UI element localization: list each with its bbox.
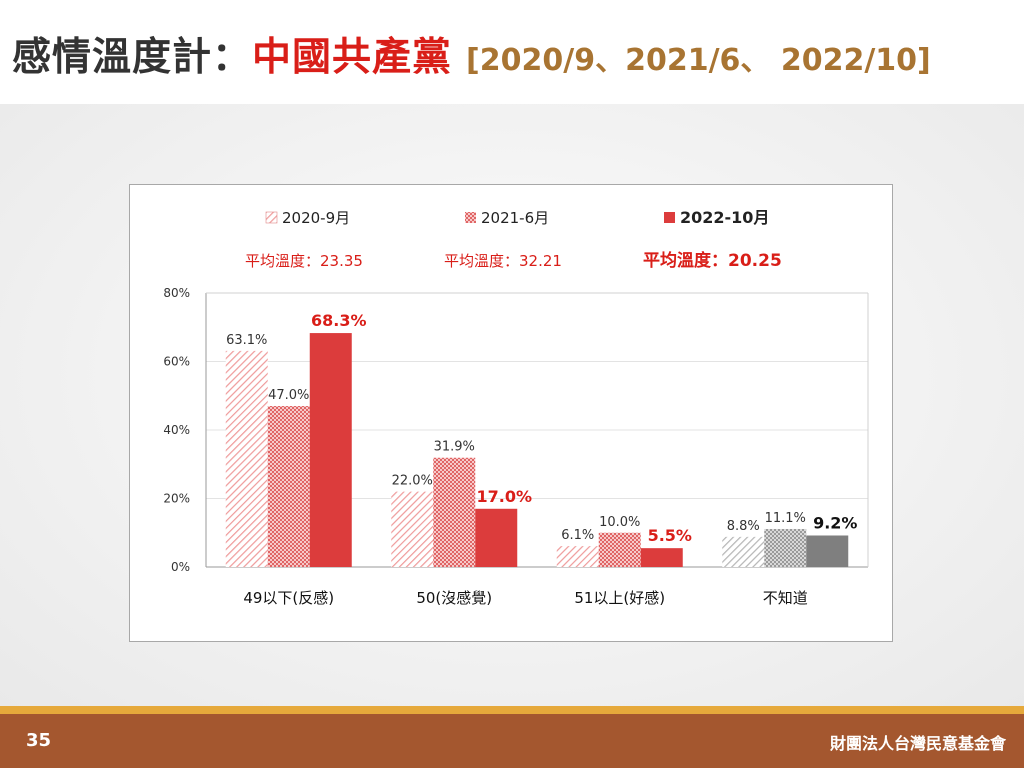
y-tick-label: 40%: [163, 423, 190, 437]
legend-label: 2021-6月: [481, 209, 549, 227]
data-label: 5.5%: [648, 526, 692, 545]
x-category-label: 51以上(好感): [574, 589, 665, 607]
bar: [764, 528, 807, 567]
title-dates: [2020/9、2021/6、 2022/10]: [466, 43, 931, 78]
title-bar: 感情溫度計：中國共產黨 [2020/9、2021/6、 2022/10]: [0, 0, 1024, 104]
data-label: 10.0%: [599, 515, 640, 530]
y-tick-label: 80%: [163, 286, 190, 300]
data-label: 17.0%: [476, 487, 532, 506]
legend-label: 2020-9月: [282, 209, 350, 227]
legend-swatch: [465, 212, 476, 223]
page-number: 35: [26, 730, 52, 751]
data-label: 6.1%: [561, 528, 594, 543]
data-label: 31.9%: [434, 440, 475, 455]
data-label: 47.0%: [268, 388, 309, 403]
legend-label: 2022-10月: [680, 208, 769, 227]
title-prefix: 感情溫度計：: [12, 35, 253, 80]
bar: [433, 457, 476, 567]
footer-accent-line: [0, 706, 1024, 714]
y-tick-label: 60%: [163, 355, 190, 369]
y-tick-label: 0%: [171, 560, 190, 574]
x-category-label: 50(沒感覺): [416, 589, 492, 607]
bar: [267, 406, 310, 567]
data-label: 63.1%: [226, 333, 267, 348]
legend-swatch: [265, 211, 278, 224]
bar: [598, 532, 641, 567]
data-label: 11.1%: [765, 511, 806, 526]
data-label: 68.3%: [311, 311, 367, 330]
x-category-label: 49以下(反感): [243, 589, 334, 607]
footer: 35 財團法人台灣民意基金會: [0, 714, 1024, 768]
legend-average: 平均溫度：32.21: [444, 252, 562, 270]
legend-average: 平均溫度：20.25: [643, 250, 782, 271]
bar: [556, 546, 599, 567]
bar: [309, 333, 352, 567]
bar: [475, 508, 518, 567]
organization-name: 財團法人台灣民意基金會: [829, 734, 1006, 753]
x-category-label: 不知道: [763, 589, 808, 607]
bar: [806, 535, 849, 567]
chart-panel: 0% 20% 40% 60% 80% 2020-9月平均溫度：23.35 2021-6月平…: [129, 184, 893, 642]
bar: [391, 491, 434, 567]
data-label: 8.8%: [727, 519, 760, 534]
legend-swatch: [664, 212, 675, 223]
bar: [640, 548, 683, 567]
title-subject: 中國共產黨: [252, 35, 453, 80]
bar: [722, 536, 765, 567]
data-label: 9.2%: [813, 513, 857, 532]
page-title: 感情溫度計：中國共產黨 [2020/9、2021/6、 2022/10]: [12, 26, 931, 82]
y-tick-label: 20%: [163, 492, 190, 506]
legend-average: 平均溫度：23.35: [245, 252, 363, 270]
bar: [225, 350, 268, 567]
data-label: 22.0%: [392, 474, 433, 489]
